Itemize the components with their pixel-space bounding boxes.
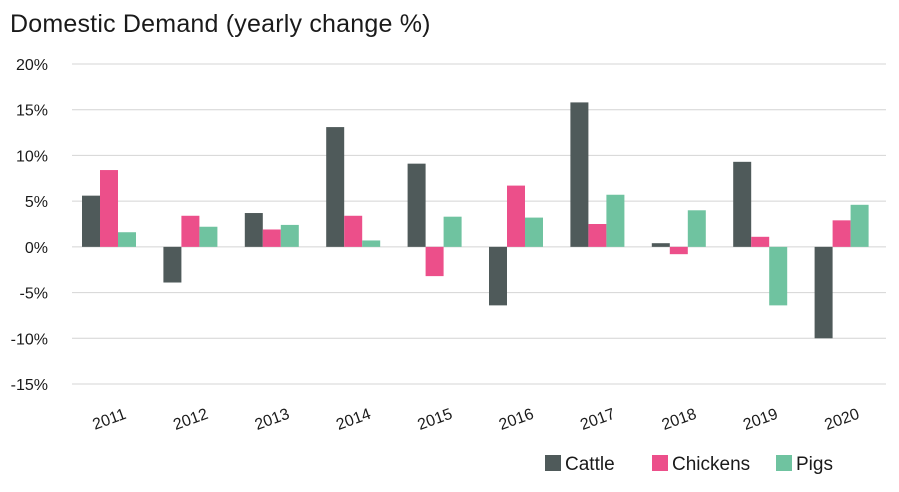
bar-pigs-2011	[118, 232, 136, 247]
bar-chickens-2011	[100, 170, 118, 247]
x-category-label: 2017	[578, 406, 617, 434]
bar-pigs-2018	[687, 210, 706, 247]
bar-cattle-2015	[407, 163, 426, 247]
x-category-label: 2015	[415, 406, 454, 434]
bar-cattle-2012	[163, 246, 182, 283]
bar-cattle-2014	[326, 127, 345, 247]
y-tick-label: -5%	[20, 286, 48, 303]
x-category-label: 2016	[497, 406, 536, 434]
x-category-label: 2020	[822, 406, 861, 434]
bar-pigs-2019	[769, 246, 788, 306]
x-axis-category-labels: 2011 2012 2013 2014 2015 2016 2017 2018 2019 2020	[90, 406, 861, 434]
gridlines	[72, 63, 886, 385]
y-tick-label: -10%	[11, 331, 48, 348]
bars	[82, 102, 869, 339]
bar-chickens-2016	[507, 185, 525, 247]
chart-title: Domestic Demand (yearly change %)	[10, 10, 431, 38]
x-category-label: 2012	[171, 406, 210, 434]
bar-chickens-2018	[669, 246, 688, 255]
bar-chickens-2012	[181, 215, 200, 247]
y-tick-label: 15%	[16, 103, 48, 120]
bar-chickens-2013	[262, 229, 281, 247]
bar-cattle-2016	[489, 246, 507, 306]
bar-pigs-2017	[606, 194, 625, 247]
y-tick-label: 10%	[16, 148, 48, 165]
bar-cattle-2018	[651, 243, 670, 247]
bar-cattle-2020	[814, 246, 833, 339]
x-category-label: 2019	[741, 406, 780, 434]
bar-cattle-2011	[82, 195, 100, 247]
legend-label-pigs: Pigs	[796, 454, 833, 475]
y-tick-label: 0%	[25, 240, 48, 257]
bar-chickens-2017	[588, 224, 607, 247]
bar-cattle-2017	[570, 102, 589, 247]
x-category-label: 2013	[253, 406, 292, 434]
bar-pigs-2013	[280, 224, 299, 247]
bar-pigs-2015	[443, 216, 462, 247]
legend: Cattle Chickens Pigs	[545, 454, 833, 475]
y-tick-label: 20%	[16, 57, 48, 74]
y-tick-label: 5%	[25, 194, 48, 211]
bar-pigs-2012	[199, 226, 218, 247]
x-category-label: 2014	[334, 406, 373, 434]
bar-pigs-2020	[850, 204, 869, 247]
bar-cattle-2019	[733, 161, 752, 247]
bar-pigs-2016	[525, 217, 543, 247]
bar-chickens-2020	[832, 220, 851, 247]
y-axis-tick-labels: 20% 15% 10% 5% 0% -5% -10% -15%	[11, 57, 48, 394]
bar-chickens-2015	[425, 246, 444, 277]
bar-cattle-2013	[244, 213, 263, 247]
x-category-label: 2011	[90, 406, 128, 434]
legend-swatch-chickens	[652, 455, 668, 471]
legend-label-cattle: Cattle	[565, 454, 615, 475]
bar-chickens-2014	[344, 215, 363, 247]
x-category-label: 2018	[660, 406, 699, 434]
bar-pigs-2014	[362, 240, 381, 247]
bar-chickens-2019	[751, 236, 770, 247]
legend-swatch-cattle	[545, 455, 561, 471]
legend-label-chickens: Chickens	[672, 454, 750, 475]
y-tick-label: -15%	[11, 377, 48, 394]
legend-swatch-pigs	[776, 455, 792, 471]
